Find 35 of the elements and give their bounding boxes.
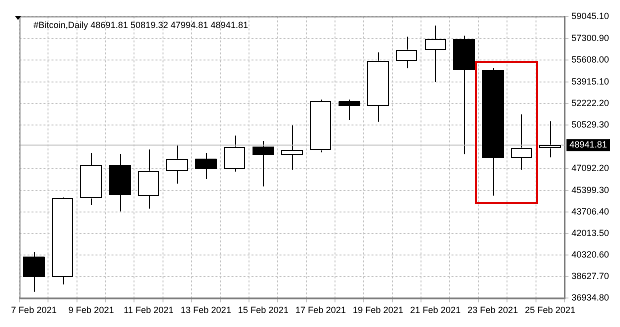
ref-line-label: 48941.81 <box>569 140 608 150</box>
candlestick <box>396 36 418 69</box>
x-tick-label: 9 Feb 2021 <box>68 305 114 316</box>
y-tick-label: 59045.10 <box>571 10 610 21</box>
x-tick-label: 11 Feb 2021 <box>124 305 174 316</box>
candlestick <box>539 120 561 158</box>
y-tick-label: 43706.40 <box>571 206 610 216</box>
candlestick <box>195 152 217 180</box>
x-tick-label: 19 Feb 2021 <box>352 305 404 316</box>
candlestick <box>224 135 246 172</box>
candlestick <box>166 144 188 184</box>
x-tick-label: 13 Feb 2021 <box>180 305 232 316</box>
y-tick-label: 52222.20 <box>571 98 610 108</box>
x-tick-label: 23 Feb 2021 <box>467 305 518 316</box>
x-tick-label: 25 Feb 2021 <box>524 305 576 316</box>
y-tick-label: 38627.70 <box>571 271 610 282</box>
y-tick-label: 45399.30 <box>571 184 610 195</box>
y-tick-label: 42013.50 <box>571 228 610 238</box>
y-tick-label: 57300.90 <box>571 33 610 44</box>
y-tick-label: 36934.80 <box>571 292 610 303</box>
candlestick <box>23 252 45 292</box>
candlestick <box>281 124 303 170</box>
y-tick-label: 47092.20 <box>571 163 610 174</box>
x-tick-label: 15 Feb 2021 <box>238 305 289 316</box>
candlestick <box>338 99 360 120</box>
y-tick-label: 50529.30 <box>571 119 610 130</box>
chart-title: #Bitcoin,Daily 48691.81 50819.32 47994.81 48941.81 <box>33 20 248 30</box>
x-tick-label: 21 Feb 2021 <box>410 305 461 316</box>
y-tick-label: 40320.60 <box>571 250 610 260</box>
y-tick-label: 55608.00 <box>571 54 610 65</box>
candlestick <box>510 114 532 170</box>
candlestick <box>252 140 274 187</box>
x-tick-label: 17 Feb 2021 <box>295 305 346 316</box>
x-tick-label: 7 Feb 2021 <box>11 305 57 316</box>
y-tick-label: 53915.10 <box>571 76 610 86</box>
